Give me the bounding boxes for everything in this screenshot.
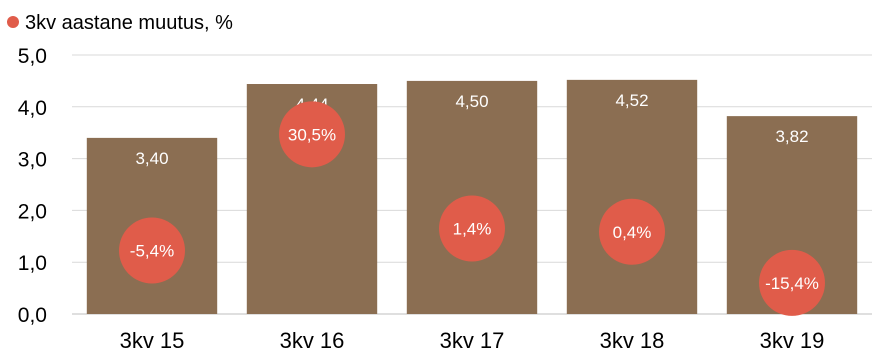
change-marker (759, 249, 825, 316)
x-tick-label: 3kv 18 (600, 328, 665, 353)
legend-marker (7, 16, 19, 28)
bar (566, 79, 698, 314)
y-tick-label: 0,0 (18, 304, 47, 327)
y-tick-label: 4,0 (18, 97, 47, 120)
y-tick-label: 2,0 (18, 200, 47, 223)
x-tick-label: 3kv 19 (760, 328, 825, 353)
change-marker (119, 217, 185, 284)
x-tick-label: 3kv 17 (440, 328, 505, 353)
bar-value-label: 3,40 (135, 149, 168, 168)
x-tick-label: 3kv 16 (280, 328, 345, 353)
change-label: -5,4% (130, 242, 174, 261)
legend-label: 3kv aastane muutus, % (25, 12, 233, 34)
change-label: -15,4% (765, 274, 819, 293)
y-axis: 0,0 1,0 2,0 3,0 4,0 5,0 (18, 45, 47, 327)
x-axis: 3kv 15 3kv 16 3kv 17 3kv 18 3kv 19 (120, 328, 825, 353)
bar-value-label: 3,82 (775, 127, 808, 146)
bar-value-label: 4,52 (615, 91, 648, 110)
change-marker (279, 101, 345, 168)
change-marker (439, 195, 505, 262)
y-tick-label: 5,0 (18, 45, 47, 68)
y-tick-label: 1,0 (18, 252, 47, 275)
change-label: 0,4% (613, 223, 652, 242)
x-tick-label: 3kv 15 (120, 328, 185, 353)
change-marker (599, 198, 665, 265)
change-markers: -5,4% 30,5% 1,4% 0,4% -15,4% (119, 101, 825, 316)
change-label: 30,5% (288, 125, 336, 144)
legend: 3kv aastane muutus, % (7, 12, 233, 34)
y-tick-label: 3,0 (18, 149, 47, 172)
change-label: 1,4% (453, 220, 492, 239)
bar-value-label: 4,50 (455, 92, 488, 111)
